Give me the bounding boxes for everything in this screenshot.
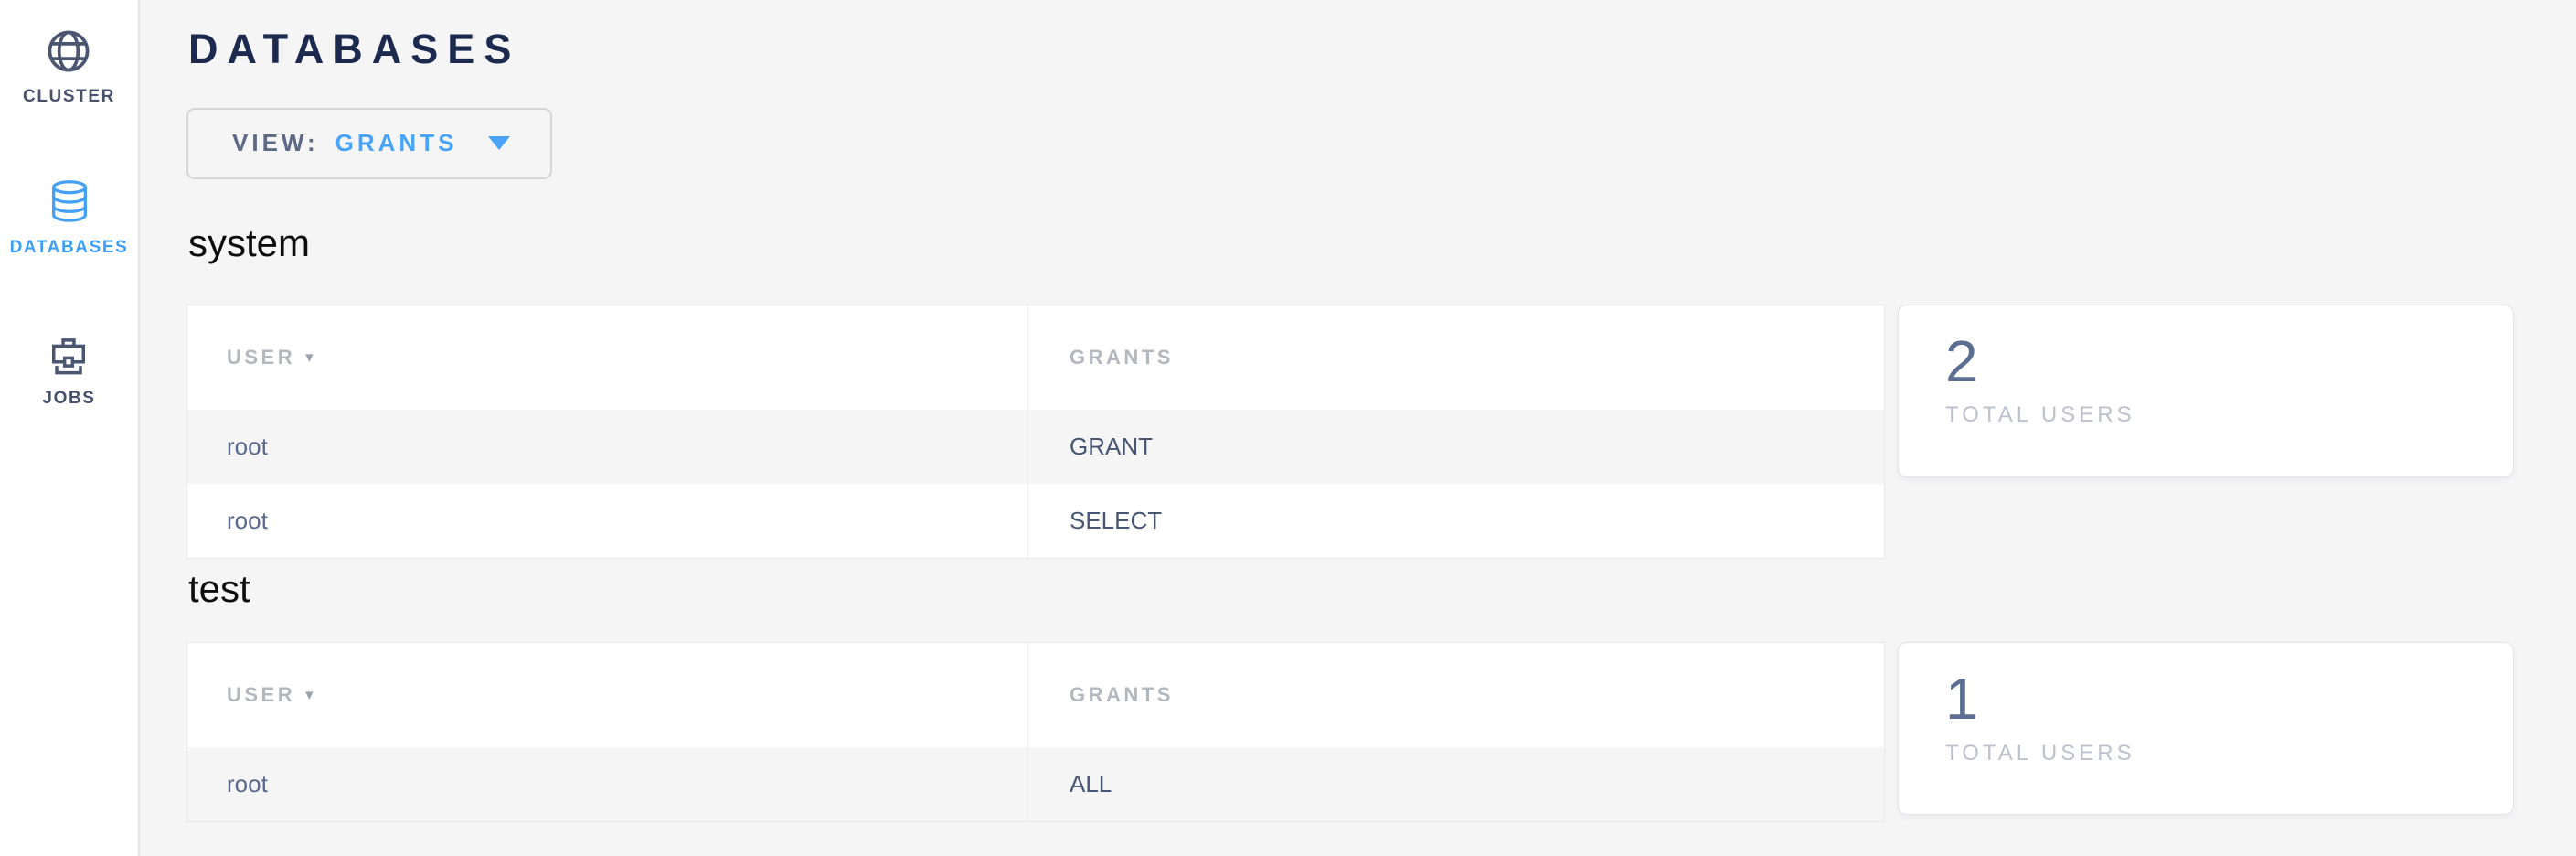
sidebar-item-jobs[interactable]: JOBS — [42, 329, 95, 409]
main-content: DATABASES VIEW: GRANTS system USER ▾ GRA… — [142, 0, 2576, 856]
sidebar-item-label: JOBS — [42, 389, 96, 408]
database-section-test: USER ▾ GRANTS root ALL 1 TOTAL USERS — [186, 642, 2576, 823]
sidebar: CLUSTER DATABASES JOBS — [0, 0, 140, 856]
database-icon — [46, 178, 93, 226]
sidebar-item-cluster[interactable]: CLUSTER — [23, 27, 115, 107]
total-users-card: 2 TOTAL USERS — [1898, 304, 2514, 477]
database-section-system: USER ▾ GRANTS root GRANT root — [186, 304, 2576, 559]
grants-table-system: USER ▾ GRANTS root GRANT root — [186, 304, 1885, 559]
column-header-user[interactable]: USER ▾ — [187, 643, 1028, 748]
database-heading-system: system — [188, 220, 311, 264]
column-header-label: USER — [227, 345, 296, 369]
view-dropdown[interactable]: VIEW: GRANTS — [186, 107, 553, 179]
table-row: root SELECT — [187, 483, 1884, 558]
column-header-grants[interactable]: GRANTS — [1028, 643, 1884, 747]
table-header-row: USER ▾ GRANTS — [187, 305, 1884, 410]
column-header-label: USER — [227, 683, 296, 707]
chevron-down-icon — [488, 136, 511, 150]
user-cell: root — [187, 409, 1028, 484]
view-dropdown-label: VIEW: — [232, 129, 319, 156]
table-header-row: USER ▾ GRANTS — [187, 643, 1884, 748]
user-cell: root — [187, 747, 1028, 822]
grants-cell: ALL — [1070, 770, 1112, 798]
total-users-value: 1 — [1945, 666, 1978, 733]
total-users-value: 2 — [1945, 327, 1978, 394]
sort-arrow-icon: ▾ — [305, 686, 314, 704]
sort-arrow-icon: ▾ — [305, 348, 314, 366]
view-dropdown-row: VIEW: GRANTS — [186, 107, 2576, 179]
column-header-grants[interactable]: GRANTS — [1028, 305, 1884, 410]
column-header-label: GRANTS — [1070, 345, 1174, 369]
page-title: DATABASES — [188, 26, 521, 72]
total-users-label: TOTAL USERS — [1945, 740, 2135, 765]
table-row: root ALL — [187, 747, 1884, 822]
view-dropdown-value: GRANTS — [335, 129, 458, 156]
sidebar-item-databases[interactable]: DATABASES — [10, 178, 129, 258]
globe-icon — [45, 27, 92, 75]
grants-cell: SELECT — [1070, 506, 1163, 534]
total-users-label: TOTAL USERS — [1945, 402, 2135, 428]
briefcase-icon — [45, 329, 92, 377]
column-header-label: GRANTS — [1070, 683, 1174, 707]
user-cell: root — [187, 483, 1028, 558]
total-users-card: 1 TOTAL USERS — [1898, 642, 2514, 816]
grants-cell: GRANT — [1070, 432, 1153, 460]
grants-table-test: USER ▾ GRANTS root ALL — [186, 642, 1885, 823]
column-header-user[interactable]: USER ▾ — [187, 305, 1028, 410]
database-heading-test: test — [188, 566, 250, 610]
table-row: root GRANT — [187, 409, 1884, 484]
sidebar-item-label: CLUSTER — [23, 87, 115, 106]
sidebar-item-label: DATABASES — [9, 238, 129, 257]
